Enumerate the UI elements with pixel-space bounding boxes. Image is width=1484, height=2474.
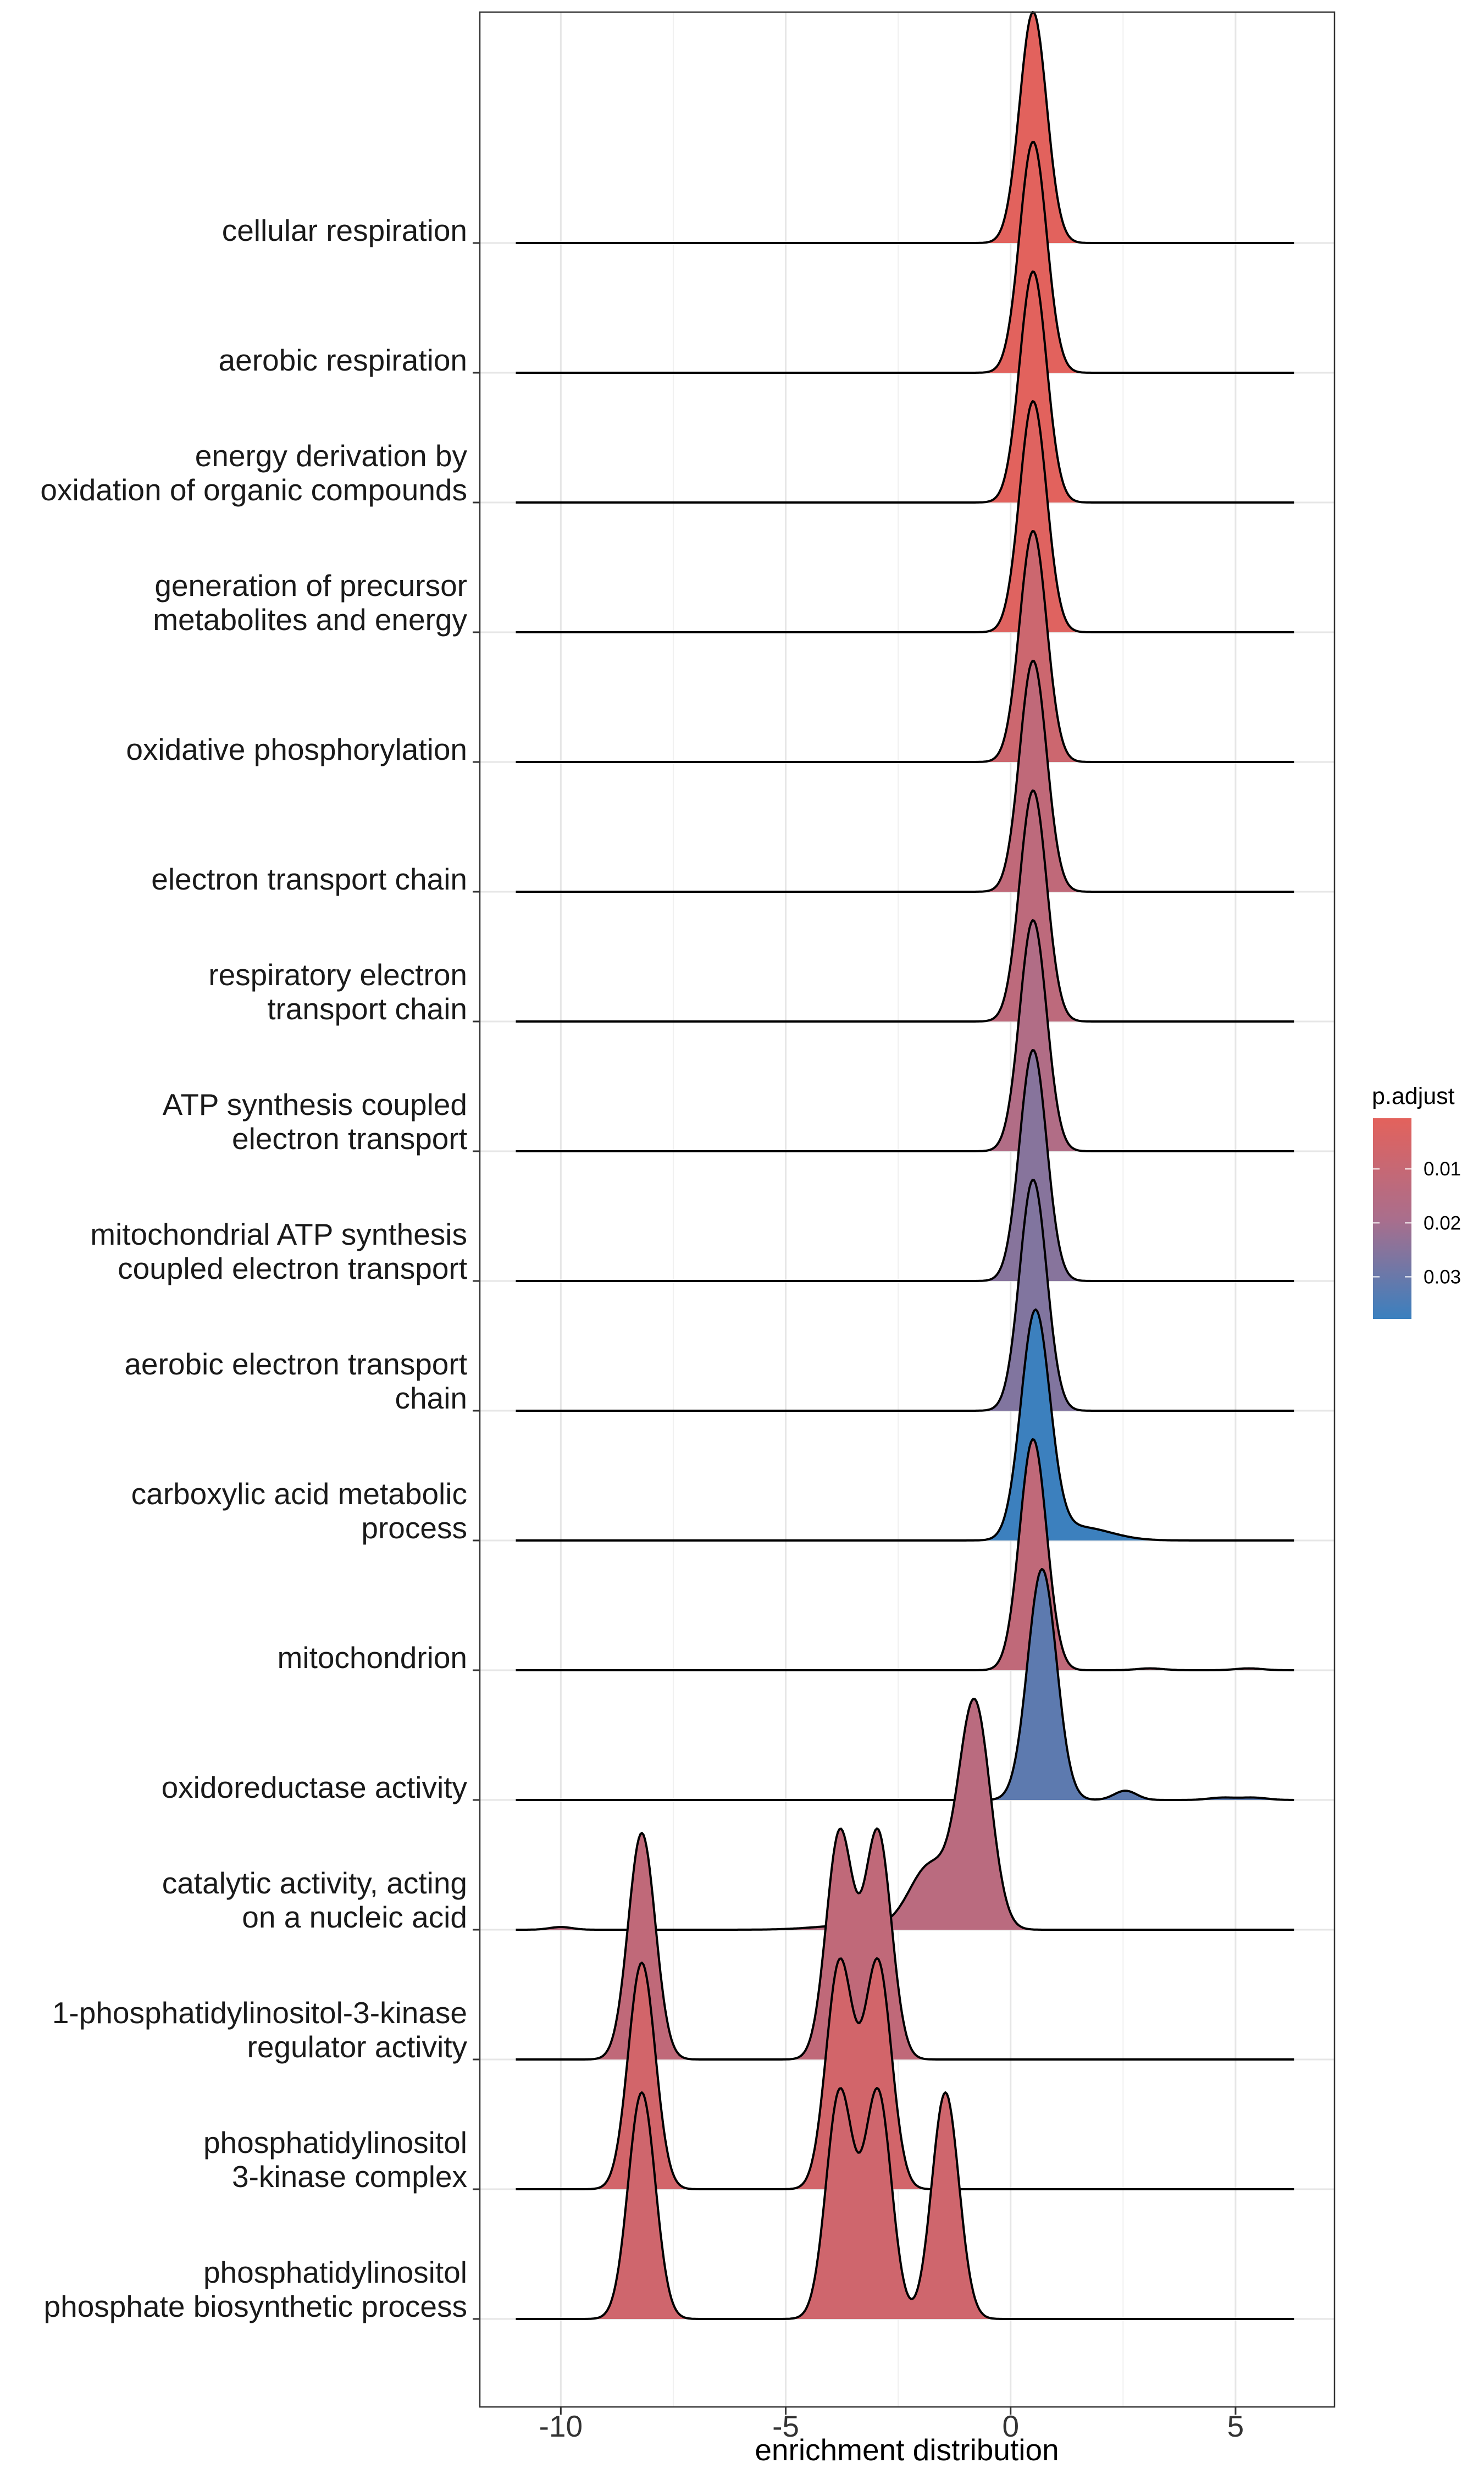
term-label: aerobic respiration bbox=[219, 343, 467, 377]
ridge-outline bbox=[516, 11, 1294, 244]
term-label: catalytic activity, acting bbox=[162, 1866, 467, 1900]
ridge-outline bbox=[516, 1049, 1294, 1282]
x-tick-label: -5 bbox=[772, 2409, 799, 2443]
x-axis: -10 -5 0 5 bbox=[539, 2407, 1244, 2443]
density-ridges bbox=[516, 11, 1294, 2320]
x-tick-label: 0 bbox=[1002, 2409, 1019, 2443]
term-label: phosphatidylinositol bbox=[203, 2125, 467, 2160]
term-label: metabolites and energy bbox=[153, 603, 467, 637]
term-label: respiratory electron bbox=[208, 958, 467, 992]
legend-tick-label: 0.01 bbox=[1424, 1158, 1461, 1180]
term-label: 1-phosphatidylinositol-3-kinase bbox=[52, 1996, 467, 2030]
legend-colorbar bbox=[1373, 1118, 1411, 1319]
term-label: phosphate biosynthetic process bbox=[44, 2289, 467, 2323]
term-label: phosphatidylinositol bbox=[203, 2255, 467, 2289]
ridge-outline bbox=[516, 919, 1294, 1152]
x-tick-label: 5 bbox=[1227, 2409, 1244, 2443]
ridge-outline bbox=[516, 530, 1294, 763]
legend-tick-label: 0.02 bbox=[1424, 1212, 1461, 1234]
term-label: on a nucleic acid bbox=[242, 1900, 467, 1934]
ridge-outline bbox=[516, 789, 1294, 1023]
term-label: mitochondrial ATP synthesis bbox=[90, 1217, 467, 1251]
term-label: oxidative phosphorylation bbox=[126, 732, 467, 766]
y-axis-labels: cellular respiration aerobic respiration e… bbox=[40, 213, 480, 2323]
ridge-outline bbox=[516, 660, 1294, 893]
term-label: electron transport chain bbox=[151, 862, 467, 896]
term-label: chain bbox=[395, 1381, 467, 1415]
ridge-outline bbox=[516, 1308, 1294, 1542]
ridge-outline bbox=[516, 270, 1294, 504]
term-label: aerobic electron transport bbox=[124, 1347, 467, 1381]
term-label: process bbox=[361, 1511, 467, 1545]
x-tick-label: -10 bbox=[539, 2409, 583, 2443]
plot-panel-border bbox=[479, 11, 1336, 2408]
ridge-outline bbox=[516, 141, 1294, 374]
ridge-outline bbox=[516, 2087, 1294, 2320]
term-label: oxidation of organic compounds bbox=[40, 473, 467, 507]
term-label: oxidoreductase activity bbox=[162, 1770, 468, 1804]
ridge-outline bbox=[516, 1438, 1294, 1671]
term-label: 3-kinase complex bbox=[232, 2160, 467, 2194]
ridge-outline bbox=[516, 1827, 1294, 2061]
ridge-outline bbox=[516, 400, 1294, 633]
term-label: coupled electron transport bbox=[118, 1251, 467, 1285]
term-label: mitochondrion bbox=[278, 1641, 467, 1675]
x-axis-title: enrichment distribution bbox=[755, 2433, 1059, 2467]
term-label: generation of precursor bbox=[154, 568, 467, 603]
legend-tick-label: 0.03 bbox=[1424, 1266, 1461, 1288]
term-label: cellular respiration bbox=[222, 213, 467, 247]
term-label: energy derivation by bbox=[195, 439, 468, 473]
ridge-outline bbox=[516, 1568, 1294, 1801]
ridge-outline bbox=[516, 1957, 1294, 2190]
term-label: regulator activity bbox=[247, 2030, 468, 2064]
ridge-outline bbox=[516, 1179, 1294, 1412]
legend-title: p.adjust bbox=[1372, 1083, 1455, 1109]
legend: p.adjust 0.01 0.02 0.03 bbox=[1372, 1083, 1461, 1319]
term-label: electron transport bbox=[232, 1122, 467, 1156]
term-label: ATP synthesis coupled bbox=[163, 1087, 467, 1122]
term-label: carboxylic acid metabolic bbox=[131, 1477, 467, 1511]
term-label: transport chain bbox=[267, 992, 467, 1026]
